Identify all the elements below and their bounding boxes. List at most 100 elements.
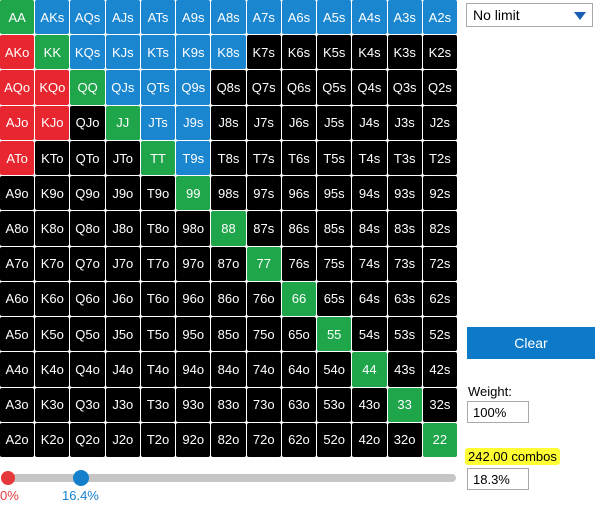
hand-cell-j9s[interactable]: J9s	[176, 105, 211, 140]
hand-cell-99[interactable]: 99	[176, 176, 211, 211]
hand-cell-62s[interactable]: 62s	[422, 281, 457, 317]
hand-cell-75s[interactable]: 75s	[317, 246, 352, 281]
hand-cell-t5o[interactable]: T5o	[140, 317, 176, 352]
hand-cell-q4s[interactable]: Q4s	[352, 70, 387, 105]
hand-cell-t4s[interactable]: T4s	[352, 140, 387, 176]
hand-cell-kts[interactable]: KTs	[140, 35, 176, 70]
hand-cell-98s[interactable]: 98s	[211, 176, 246, 211]
hand-cell-76o[interactable]: 76o	[246, 281, 281, 317]
hand-cell-96s[interactable]: 96s	[281, 176, 317, 211]
hand-cell-72o[interactable]: 72o	[246, 422, 281, 457]
hand-cell-53o[interactable]: 53o	[317, 387, 352, 422]
hand-cell-j3o[interactable]: J3o	[105, 387, 140, 422]
hand-cell-t2s[interactable]: T2s	[422, 140, 457, 176]
hand-cell-k4o[interactable]: K4o	[35, 352, 70, 387]
hand-cell-t6s[interactable]: T6s	[281, 140, 317, 176]
hand-cell-k7s[interactable]: K7s	[246, 35, 281, 70]
hand-cell-84s[interactable]: 84s	[352, 211, 387, 246]
hand-cell-j7s[interactable]: J7s	[246, 105, 281, 140]
hand-cell-t5s[interactable]: T5s	[317, 140, 352, 176]
hand-cell-k2s[interactable]: K2s	[422, 35, 457, 70]
hand-cell-t7s[interactable]: T7s	[246, 140, 281, 176]
hand-cell-32o[interactable]: 32o	[387, 422, 422, 457]
hand-cell-k6o[interactable]: K6o	[35, 281, 70, 317]
range-slider[interactable]	[1, 470, 456, 486]
hand-cell-74o[interactable]: 74o	[246, 352, 281, 387]
slider-track[interactable]	[8, 474, 456, 482]
hand-cell-t3o[interactable]: T3o	[140, 387, 176, 422]
hand-cell-j8o[interactable]: J8o	[105, 211, 140, 246]
hand-cell-ajo[interactable]: AJo	[0, 105, 35, 140]
hand-cell-a8s[interactable]: A8s	[211, 0, 246, 35]
hand-cell-j4o[interactable]: J4o	[105, 352, 140, 387]
hand-cell-aa[interactable]: AA	[0, 0, 35, 35]
hand-cell-j8s[interactable]: J8s	[211, 105, 246, 140]
clear-button[interactable]: Clear	[467, 327, 595, 359]
hand-cell-t8o[interactable]: T8o	[140, 211, 176, 246]
hand-cell-42o[interactable]: 42o	[352, 422, 387, 457]
hand-cell-t8s[interactable]: T8s	[211, 140, 246, 176]
hand-cell-t2o[interactable]: T2o	[140, 422, 176, 457]
hand-cell-77[interactable]: 77	[246, 246, 281, 281]
hand-cell-42s[interactable]: 42s	[422, 352, 457, 387]
hand-cell-ako[interactable]: AKo	[0, 35, 35, 70]
limit-dropdown[interactable]: No limit	[466, 3, 593, 27]
hand-cell-82s[interactable]: 82s	[422, 211, 457, 246]
hand-cell-54o[interactable]: 54o	[317, 352, 352, 387]
hand-cell-k5s[interactable]: K5s	[317, 35, 352, 70]
hand-cell-j6o[interactable]: J6o	[105, 281, 140, 317]
hand-cell-76s[interactable]: 76s	[281, 246, 317, 281]
hand-cell-k7o[interactable]: K7o	[35, 246, 70, 281]
hand-cell-kjo[interactable]: KJo	[35, 105, 70, 140]
hand-cell-63s[interactable]: 63s	[387, 281, 422, 317]
hand-cell-k3o[interactable]: K3o	[35, 387, 70, 422]
hand-cell-k3s[interactable]: K3s	[387, 35, 422, 70]
hand-cell-64s[interactable]: 64s	[352, 281, 387, 317]
hand-cell-q3s[interactable]: Q3s	[387, 70, 422, 105]
hand-cell-93s[interactable]: 93s	[387, 176, 422, 211]
hand-cell-q7s[interactable]: Q7s	[246, 70, 281, 105]
hand-cell-kto[interactable]: KTo	[35, 140, 70, 176]
hand-cell-a2s[interactable]: A2s	[422, 0, 457, 35]
hand-cell-q3o[interactable]: Q3o	[70, 387, 105, 422]
hand-cell-88[interactable]: 88	[211, 211, 246, 246]
hand-cell-93o[interactable]: 93o	[176, 387, 211, 422]
hand-cell-a9o[interactable]: A9o	[0, 176, 35, 211]
hand-cell-33[interactable]: 33	[387, 387, 422, 422]
hand-cell-84o[interactable]: 84o	[211, 352, 246, 387]
hand-cell-q8o[interactable]: Q8o	[70, 211, 105, 246]
hand-cell-j2s[interactable]: J2s	[422, 105, 457, 140]
hand-cell-ajs[interactable]: AJs	[105, 0, 140, 35]
hand-cell-66[interactable]: 66	[281, 281, 317, 317]
hand-cell-74s[interactable]: 74s	[352, 246, 387, 281]
hand-cell-j3s[interactable]: J3s	[387, 105, 422, 140]
hand-cell-j2o[interactable]: J2o	[105, 422, 140, 457]
hand-cell-73s[interactable]: 73s	[387, 246, 422, 281]
hand-cell-q4o[interactable]: Q4o	[70, 352, 105, 387]
hand-cell-jj[interactable]: JJ	[105, 105, 140, 140]
hand-cell-k8o[interactable]: K8o	[35, 211, 70, 246]
hand-cell-44[interactable]: 44	[352, 352, 387, 387]
hand-cell-86s[interactable]: 86s	[281, 211, 317, 246]
hand-cell-64o[interactable]: 64o	[281, 352, 317, 387]
hand-cell-q2s[interactable]: Q2s	[422, 70, 457, 105]
hand-cell-jts[interactable]: JTs	[140, 105, 176, 140]
hand-cell-53s[interactable]: 53s	[387, 317, 422, 352]
slider-min-handle[interactable]	[1, 471, 15, 485]
hand-cell-a9s[interactable]: A9s	[176, 0, 211, 35]
hand-cell-87s[interactable]: 87s	[246, 211, 281, 246]
hand-cell-83o[interactable]: 83o	[211, 387, 246, 422]
hand-cell-t4o[interactable]: T4o	[140, 352, 176, 387]
hand-cell-55[interactable]: 55	[317, 317, 352, 352]
range-percent-input[interactable]: 18.3%	[467, 468, 529, 490]
hand-cell-jto[interactable]: JTo	[105, 140, 140, 176]
hand-cell-a5o[interactable]: A5o	[0, 317, 35, 352]
hand-cell-j5o[interactable]: J5o	[105, 317, 140, 352]
hand-cell-j5s[interactable]: J5s	[317, 105, 352, 140]
hand-cell-j7o[interactable]: J7o	[105, 246, 140, 281]
slider-max-handle[interactable]	[73, 470, 90, 486]
hand-cell-a4o[interactable]: A4o	[0, 352, 35, 387]
hand-cell-87o[interactable]: 87o	[211, 246, 246, 281]
hand-cell-k5o[interactable]: K5o	[35, 317, 70, 352]
hand-cell-85s[interactable]: 85s	[317, 211, 352, 246]
